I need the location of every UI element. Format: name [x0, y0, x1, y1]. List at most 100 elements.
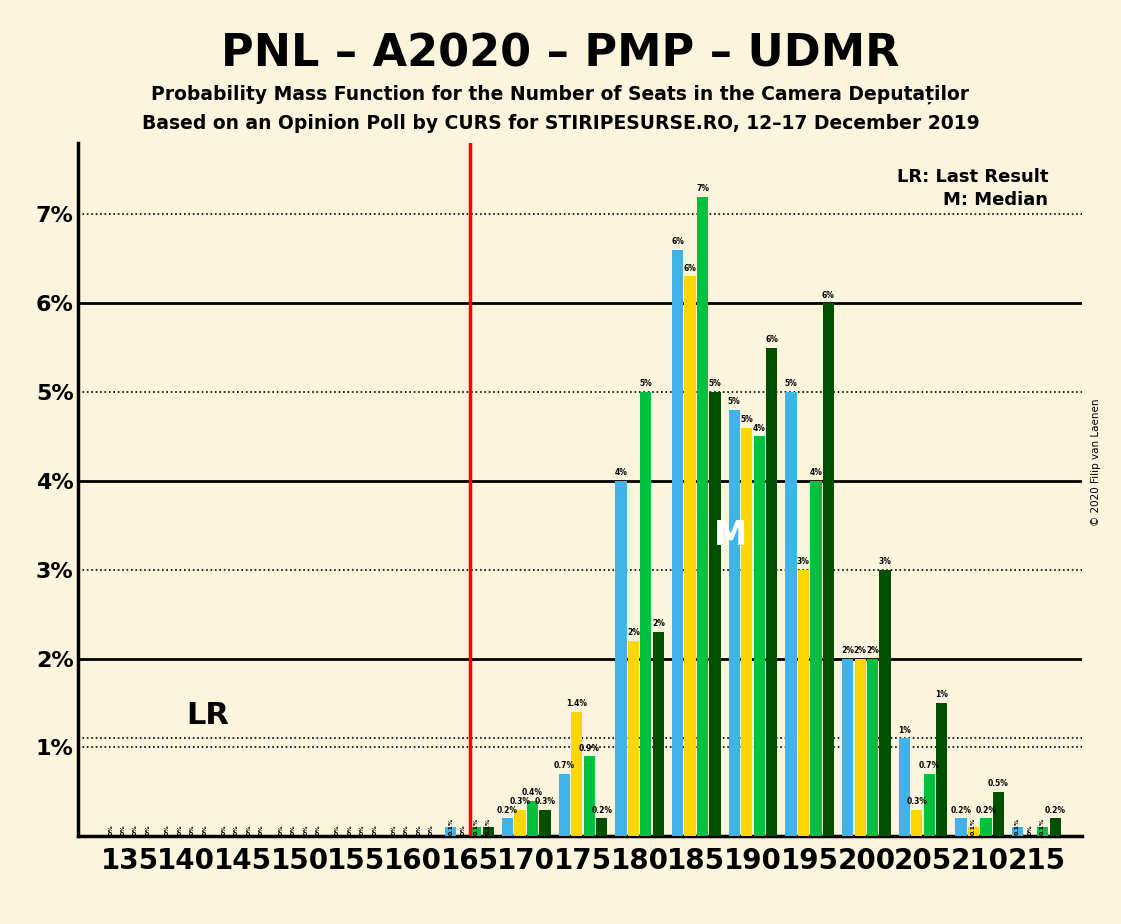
Text: 1%: 1% [935, 690, 948, 699]
Bar [628, 640, 639, 836]
Bar [741, 428, 752, 836]
Text: 0.2%: 0.2% [975, 806, 997, 815]
Text: 0%: 0% [165, 825, 170, 835]
Text: 0.1%: 0.1% [1040, 818, 1045, 835]
Text: Probability Mass Function for the Number of Seats in the Camera Deputaților: Probability Mass Function for the Number… [151, 85, 970, 104]
Text: 5%: 5% [728, 397, 741, 407]
Text: 0.7%: 0.7% [554, 761, 575, 771]
Bar [729, 409, 740, 836]
Text: LR: Last Result: LR: Last Result [897, 168, 1048, 186]
Text: 0.7%: 0.7% [919, 761, 939, 771]
Text: 0%: 0% [203, 825, 207, 835]
Bar [823, 303, 834, 836]
Text: © 2020 Filip van Laenen: © 2020 Filip van Laenen [1092, 398, 1101, 526]
Text: 2%: 2% [652, 619, 665, 628]
Bar [571, 711, 582, 836]
Text: PNL – A2020 – PMP – UDMR: PNL – A2020 – PMP – UDMR [221, 32, 900, 76]
Text: 0.2%: 0.2% [497, 806, 518, 815]
Text: 0%: 0% [316, 825, 321, 835]
Text: 0%: 0% [146, 825, 150, 835]
Text: 5%: 5% [785, 380, 797, 388]
Bar [936, 703, 947, 836]
Text: 0%: 0% [222, 825, 226, 835]
Text: 5%: 5% [740, 415, 753, 424]
Text: 0%: 0% [133, 825, 138, 835]
Text: M: M [714, 519, 747, 552]
Bar [911, 809, 923, 836]
Text: 0%: 0% [304, 825, 308, 835]
Text: 5%: 5% [708, 380, 722, 388]
Bar [445, 827, 456, 836]
Bar [483, 827, 494, 836]
Text: 0%: 0% [259, 825, 265, 835]
Text: 0%: 0% [177, 825, 183, 835]
Bar [685, 276, 696, 836]
Text: 4%: 4% [614, 468, 628, 478]
Text: 2%: 2% [854, 646, 867, 655]
Bar [697, 197, 708, 836]
Text: 0.2%: 0.2% [1045, 806, 1066, 815]
Text: 0.2%: 0.2% [591, 806, 612, 815]
Text: 4%: 4% [753, 424, 766, 432]
Text: 0%: 0% [417, 825, 421, 835]
Text: 1.4%: 1.4% [566, 699, 587, 709]
Text: 0%: 0% [461, 825, 466, 835]
Text: 6%: 6% [766, 335, 778, 344]
Text: 0.1%: 0.1% [448, 818, 453, 835]
Bar [955, 819, 966, 836]
Bar [967, 827, 979, 836]
Text: 0%: 0% [348, 825, 352, 835]
Text: Based on an Opinion Poll by CURS for STIRIPESURSE.RO, 12–17 December 2019: Based on an Opinion Poll by CURS for STI… [141, 114, 980, 133]
Text: 0%: 0% [405, 825, 409, 835]
Bar [527, 801, 538, 836]
Text: 6%: 6% [684, 264, 696, 273]
Text: 6%: 6% [671, 237, 684, 247]
Text: 0%: 0% [429, 825, 434, 835]
Text: 7%: 7% [696, 184, 710, 193]
Text: 0%: 0% [290, 825, 296, 835]
Bar [470, 827, 481, 836]
Bar [539, 809, 550, 836]
Text: 0%: 0% [234, 825, 239, 835]
Bar [786, 392, 797, 836]
Text: 0.1%: 0.1% [1016, 818, 1020, 835]
Bar [558, 774, 569, 836]
Bar [1037, 827, 1048, 836]
Bar [854, 659, 865, 836]
Text: LR: LR [186, 700, 229, 730]
Text: 0%: 0% [391, 825, 397, 835]
Text: 0%: 0% [278, 825, 284, 835]
Text: 2%: 2% [627, 628, 640, 638]
Text: 0%: 0% [247, 825, 251, 835]
Text: 1%: 1% [898, 726, 910, 735]
Text: 2%: 2% [867, 646, 879, 655]
Bar [710, 392, 721, 836]
Bar [652, 632, 664, 836]
Bar [584, 756, 595, 836]
Bar [502, 819, 513, 836]
Text: 3%: 3% [797, 557, 809, 566]
Text: 0%: 0% [189, 825, 195, 835]
Text: 0.3%: 0.3% [535, 797, 556, 806]
Text: 5%: 5% [639, 380, 652, 388]
Text: 6%: 6% [822, 290, 835, 299]
Text: 0.9%: 0.9% [578, 744, 600, 753]
Bar [1012, 827, 1023, 836]
Text: 0%: 0% [360, 825, 365, 835]
Text: 0.4%: 0.4% [522, 788, 543, 797]
Text: 0%: 0% [372, 825, 378, 835]
Text: 0.1%: 0.1% [485, 818, 491, 835]
Bar [899, 738, 910, 836]
Bar [798, 570, 809, 836]
Bar [615, 480, 627, 836]
Bar [981, 819, 992, 836]
Bar [1049, 819, 1060, 836]
Bar [993, 792, 1004, 836]
Text: 0.1%: 0.1% [473, 818, 479, 835]
Text: 0.3%: 0.3% [906, 797, 927, 806]
Text: 4%: 4% [809, 468, 823, 478]
Text: 0%: 0% [335, 825, 340, 835]
Bar [753, 436, 765, 836]
Bar [842, 659, 853, 836]
Bar [766, 347, 777, 836]
